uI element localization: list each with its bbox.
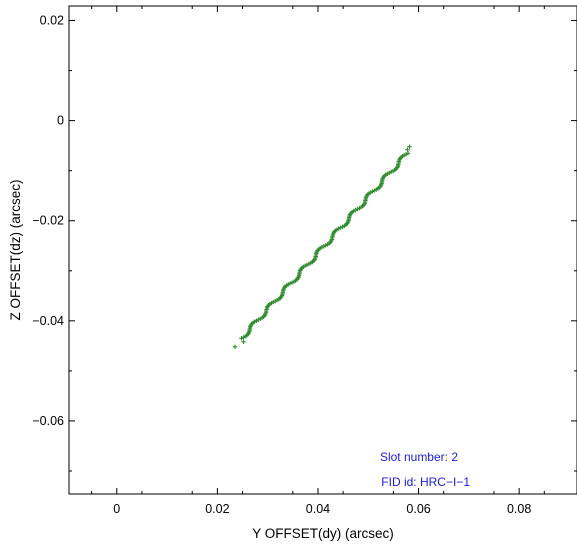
- y-tick-label: −0.02: [32, 214, 64, 228]
- plot-frame: [68, 5, 577, 495]
- y-tick-label: 0.02: [40, 14, 64, 28]
- y-axis-title: Z OFFSET(dz) (arcsec): [8, 180, 23, 321]
- x-tick-label: 0.04: [306, 502, 330, 516]
- data-points: [232, 144, 412, 350]
- axis-ticks: [69, 6, 577, 494]
- slot-number-annotation: Slot number: 2: [380, 450, 458, 464]
- y-tick-label: 0: [57, 114, 64, 128]
- y-tick-label: −0.04: [32, 314, 64, 328]
- x-axis-title: Y OFFSET(dy) (arcsec): [252, 526, 394, 541]
- y-tick-label: −0.06: [32, 414, 64, 428]
- x-tick-label: 0.02: [205, 502, 229, 516]
- scatter-point: [241, 339, 246, 345]
- tick-labels: 0 0.02 0.04 0.06 0.08 0.02 0 −0.02 −0.04 −0.06: [32, 14, 531, 516]
- x-tick-label: 0.06: [406, 502, 430, 516]
- scatter-point: [232, 344, 238, 350]
- x-tick-label: 0.08: [507, 502, 531, 516]
- scatter-point: [405, 151, 411, 156]
- scatter-point: [405, 147, 410, 152]
- x-tick-label: 0: [113, 502, 120, 516]
- fid-id-annotation: FID id: HRC−I−1: [381, 475, 470, 489]
- scatter-point: [407, 144, 412, 149]
